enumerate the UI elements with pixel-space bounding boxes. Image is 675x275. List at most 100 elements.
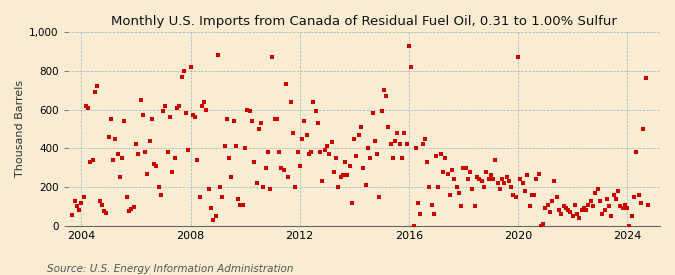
- Point: [122, 195, 132, 199]
- Point: [383, 125, 394, 129]
- Point: [474, 177, 485, 182]
- Point: [173, 103, 184, 108]
- Point: [565, 210, 576, 214]
- Point: [599, 208, 610, 213]
- Point: [369, 138, 380, 143]
- Point: [358, 166, 369, 170]
- Point: [626, 214, 637, 218]
- Point: [301, 133, 312, 137]
- Point: [481, 169, 491, 174]
- Point: [140, 150, 151, 154]
- Point: [228, 119, 239, 123]
- Point: [631, 150, 642, 154]
- Point: [402, 142, 412, 147]
- Point: [279, 167, 290, 172]
- Point: [460, 166, 471, 170]
- Point: [242, 107, 252, 112]
- Point: [470, 204, 481, 209]
- Point: [119, 119, 130, 123]
- Point: [362, 146, 373, 150]
- Point: [502, 175, 512, 180]
- Point: [288, 131, 298, 135]
- Point: [92, 84, 103, 89]
- Point: [429, 212, 439, 216]
- Point: [560, 206, 571, 211]
- Point: [570, 202, 580, 207]
- Point: [581, 208, 592, 213]
- Point: [479, 185, 489, 189]
- Point: [472, 175, 483, 180]
- Point: [547, 199, 558, 203]
- Point: [265, 187, 275, 191]
- Point: [545, 210, 556, 214]
- Point: [458, 166, 469, 170]
- Point: [540, 206, 551, 211]
- Point: [78, 195, 89, 199]
- Point: [87, 158, 98, 162]
- Point: [299, 119, 310, 123]
- Point: [615, 204, 626, 209]
- Point: [115, 175, 126, 180]
- Point: [364, 156, 375, 160]
- Point: [203, 187, 214, 191]
- Point: [613, 189, 624, 193]
- Point: [578, 206, 589, 211]
- Point: [417, 142, 428, 147]
- Point: [233, 197, 244, 201]
- Point: [335, 175, 346, 180]
- Point: [171, 105, 182, 110]
- Point: [572, 212, 583, 216]
- Point: [347, 200, 358, 205]
- Point: [440, 156, 451, 160]
- Point: [367, 111, 378, 116]
- Point: [187, 113, 198, 117]
- Point: [101, 211, 112, 216]
- Point: [610, 197, 621, 201]
- Point: [606, 214, 617, 218]
- Point: [556, 212, 566, 216]
- Point: [103, 134, 114, 139]
- Point: [108, 158, 119, 162]
- Point: [520, 189, 531, 193]
- Point: [338, 173, 348, 178]
- Point: [326, 140, 337, 145]
- Point: [90, 90, 101, 94]
- Point: [213, 53, 223, 57]
- Point: [563, 208, 574, 213]
- Point: [490, 158, 501, 162]
- Point: [160, 103, 171, 108]
- Point: [248, 160, 259, 164]
- Point: [433, 185, 443, 189]
- Point: [551, 195, 562, 199]
- Point: [522, 173, 533, 178]
- Point: [128, 205, 139, 210]
- Point: [374, 195, 385, 199]
- Point: [206, 206, 217, 211]
- Point: [190, 115, 200, 119]
- Point: [221, 117, 232, 122]
- Point: [292, 150, 303, 154]
- Point: [510, 195, 521, 199]
- Point: [640, 76, 651, 81]
- Point: [183, 148, 194, 152]
- Point: [531, 177, 542, 182]
- Point: [151, 164, 162, 168]
- Point: [194, 195, 205, 199]
- Point: [117, 156, 128, 160]
- Point: [331, 156, 342, 160]
- Point: [333, 185, 344, 189]
- Point: [286, 100, 296, 104]
- Point: [130, 142, 141, 147]
- Point: [290, 185, 300, 189]
- Text: Source: U.S. Energy Information Administration: Source: U.S. Energy Information Administ…: [47, 264, 294, 274]
- Point: [319, 148, 330, 152]
- Point: [444, 193, 455, 197]
- Point: [424, 185, 435, 189]
- Point: [144, 138, 155, 143]
- Point: [447, 167, 458, 172]
- Point: [394, 142, 405, 147]
- Point: [419, 136, 430, 141]
- Point: [431, 154, 441, 158]
- Point: [487, 177, 498, 182]
- Point: [593, 187, 603, 191]
